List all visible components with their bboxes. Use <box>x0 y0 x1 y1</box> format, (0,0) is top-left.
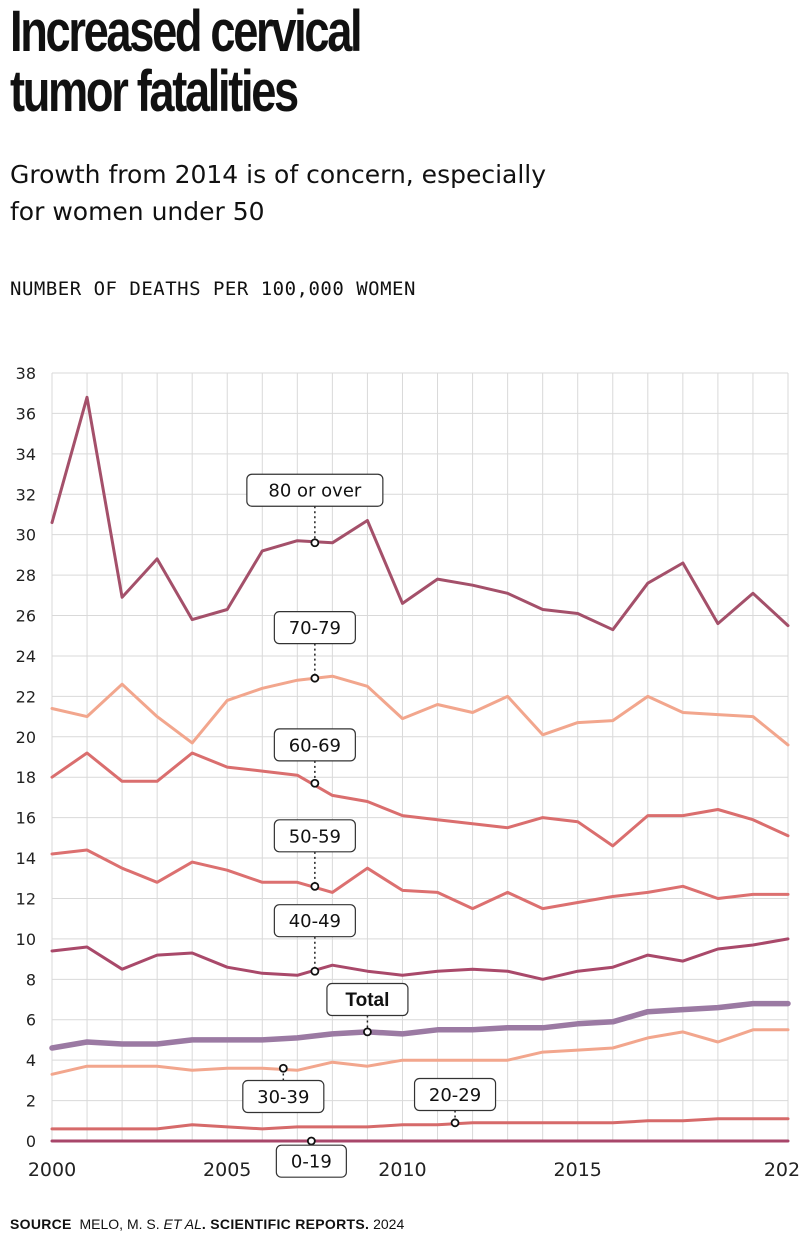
callout-marker-60-69 <box>310 778 320 788</box>
series-line-70-79 <box>50 674 790 747</box>
series-label-0-19: 0-19 <box>291 1152 332 1173</box>
x-tick-label: 2015 <box>554 1159 602 1181</box>
callout-box-total <box>326 982 409 1017</box>
callout-marker-20-29 <box>450 1118 460 1128</box>
y-tick-label: 6 <box>26 1011 36 1030</box>
y-tick-label: 24 <box>16 647 36 666</box>
y-tick-label: 26 <box>16 607 36 626</box>
series-label-80-or-over: 80 or over <box>268 481 362 502</box>
source-year: 2024 <box>373 1216 405 1232</box>
x-tick-label: 2010 <box>378 1159 426 1181</box>
series-lines <box>49 395 791 1143</box>
series-label-60-69: 60-69 <box>289 735 341 756</box>
y-tick-label: 16 <box>16 809 36 828</box>
callout-box-20-29 <box>413 1077 497 1112</box>
series-line-80-or-over <box>50 395 790 632</box>
callout-box-50-59 <box>273 819 356 853</box>
source-authors: MELO, M. S. <box>79 1216 160 1232</box>
callout-box-30-39 <box>242 1079 325 1114</box>
y-axis-unit-label: NUMBER OF DEATHS PER 100,000 WOMEN <box>10 278 416 300</box>
y-tick-label: 36 <box>16 404 36 423</box>
callout-box-70-79 <box>273 611 356 645</box>
series-label-total: Total <box>345 990 389 1011</box>
callout-box-80-or-over <box>246 473 384 507</box>
callout-box-60-69 <box>273 728 356 762</box>
source-label: SOURCE <box>10 1216 72 1232</box>
series-label-20-29: 20-29 <box>429 1085 481 1106</box>
callout-marker-80-or-over <box>310 538 320 548</box>
x-tick-label: 2005 <box>203 1159 251 1181</box>
source-journal: . SCIENTIFIC REPORTS. <box>201 1216 370 1232</box>
series-line-30-39 <box>50 1028 790 1076</box>
series-line-20-29 <box>50 1117 790 1131</box>
y-tick-label: 4 <box>26 1051 36 1070</box>
x-tick-label: 2000 <box>28 1159 76 1181</box>
series-line-50-59 <box>50 848 790 911</box>
callout-box-0-19 <box>275 1144 347 1178</box>
y-tick-label: 18 <box>16 768 36 787</box>
y-tick-label: 22 <box>16 687 36 706</box>
y-tick-label: 34 <box>16 445 36 464</box>
y-tick-label: 38 <box>16 364 36 383</box>
series-label-30-39: 30-39 <box>257 1087 309 1108</box>
series-label-70-79: 70-79 <box>289 618 341 639</box>
series-line-60-69 <box>50 751 790 848</box>
series-line-total <box>49 1000 791 1051</box>
y-tick-label: 30 <box>16 526 36 545</box>
callout-marker-70-79 <box>310 673 320 683</box>
callout-marker-0-19 <box>306 1136 316 1146</box>
y-tick-label: 14 <box>16 849 36 868</box>
chart-subtitle: Growth from 2014 is of concern, especial… <box>10 160 547 226</box>
source-note: SOURCE MELO, M. S. ET AL. SCIENTIFIC REP… <box>10 1216 404 1232</box>
series-label-40-49: 40-49 <box>289 911 341 932</box>
y-tick-label: 20 <box>16 728 36 747</box>
series-callouts: 80 or over 70-79 60-69 50-59 40-49 Total 30-39… <box>242 473 497 1178</box>
y-tick-label: 28 <box>16 566 36 585</box>
callout-box-40-49 <box>273 904 356 938</box>
y-tick-label: 2 <box>26 1092 36 1111</box>
y-tick-label: 32 <box>16 485 36 504</box>
y-tick-label: 0 <box>26 1132 36 1151</box>
source-et-al: ET AL <box>163 1216 202 1232</box>
y-tick-label: 8 <box>26 970 36 989</box>
grid <box>51 372 789 1142</box>
series-label-50-59: 50-59 <box>289 826 341 847</box>
chart-title: Increased cervical tumor fatalities <box>10 0 363 124</box>
x-tick-label: 2021 <box>764 1159 800 1181</box>
callout-marker-40-49 <box>310 966 320 976</box>
y-tick-label: 10 <box>16 930 36 949</box>
callout-marker-50-59 <box>310 881 320 891</box>
callout-marker-total <box>363 1027 372 1037</box>
y-tick-label: 12 <box>16 889 36 908</box>
callout-marker-30-39 <box>278 1063 288 1073</box>
series-line-40-49 <box>50 937 790 981</box>
